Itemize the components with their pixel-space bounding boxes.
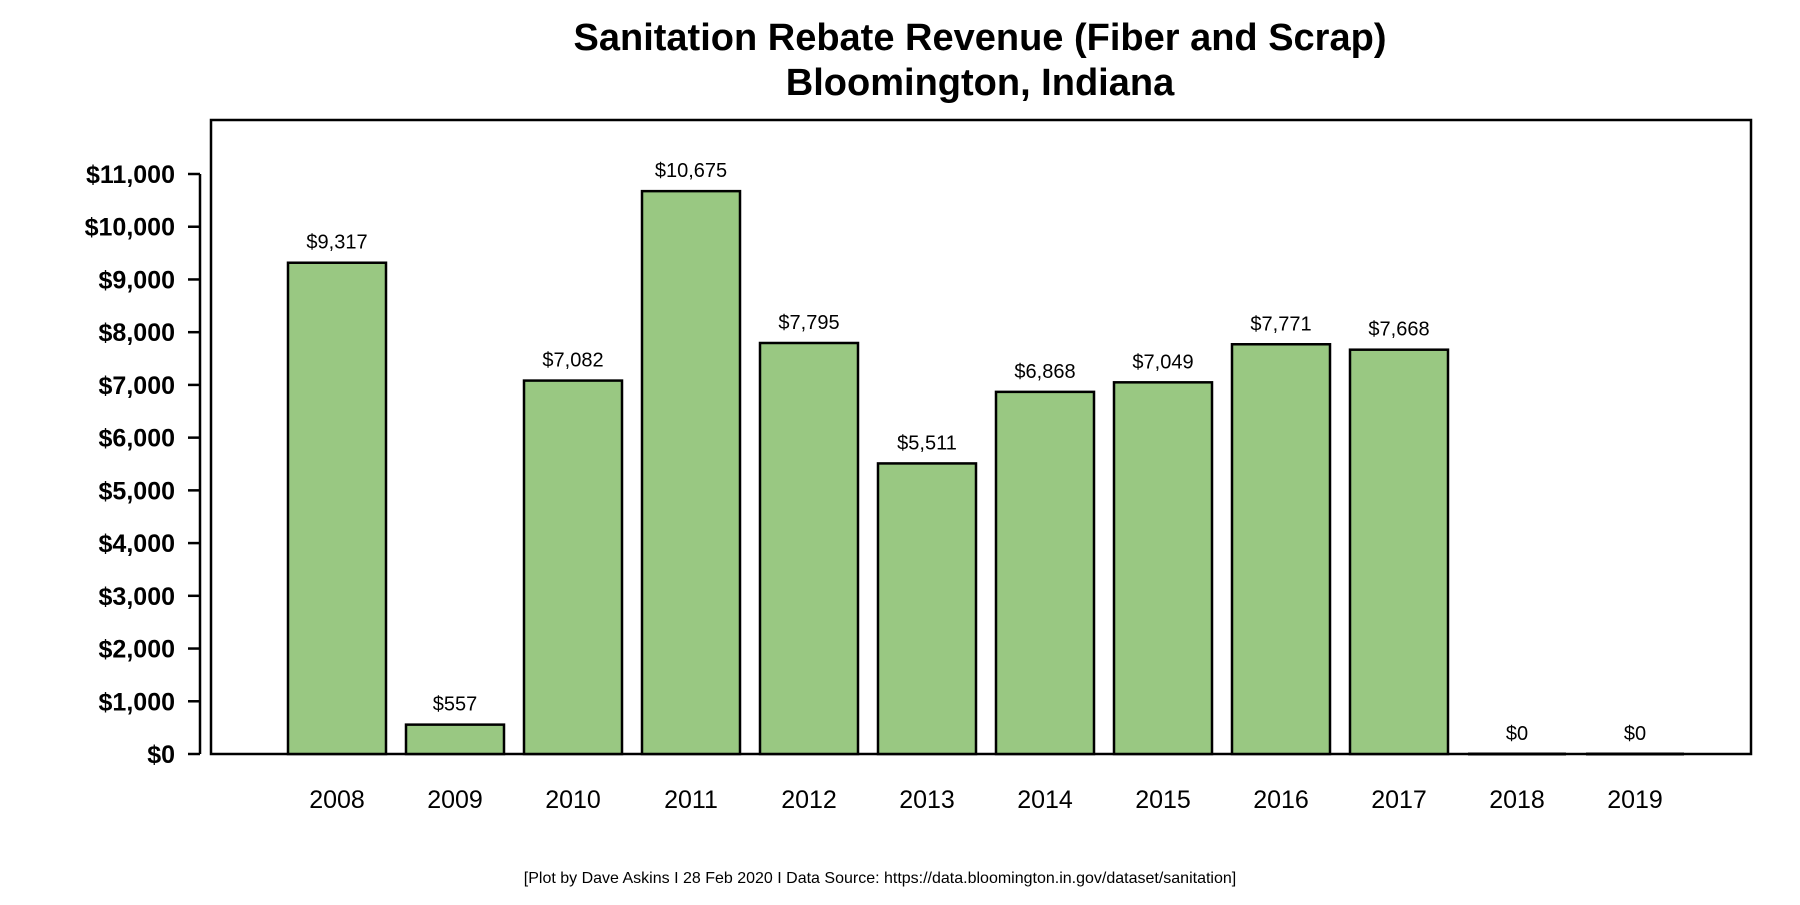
bar-2009 xyxy=(404,723,506,756)
y-tick-label: $2,000 xyxy=(99,636,175,664)
data-label-2014: $6,868 xyxy=(1014,361,1075,383)
data-label-2011: $10,675 xyxy=(655,160,727,182)
y-tick-label: $11,000 xyxy=(86,161,175,189)
x-tick-label-2011: 2011 xyxy=(664,786,718,814)
y-tick-label: $5,000 xyxy=(99,477,175,505)
y-tick-label: $1,000 xyxy=(99,688,175,716)
x-tick-label-2013: 2013 xyxy=(899,786,955,814)
data-label-2008: $9,317 xyxy=(306,232,367,254)
data-label-2010: $7,082 xyxy=(542,350,603,372)
chart-subtitle: Bloomington, Indiana xyxy=(786,62,1175,104)
y-tick-label: $0 xyxy=(147,741,175,769)
bar-2014 xyxy=(994,390,1096,756)
data-label-2017: $7,668 xyxy=(1368,319,1429,341)
data-label-2009: $557 xyxy=(433,694,478,716)
plot-frame xyxy=(209,118,1753,756)
bar-2011 xyxy=(640,189,742,756)
data-label-2018: $0 xyxy=(1506,723,1528,745)
x-tick-label-2014: 2014 xyxy=(1017,786,1073,814)
y-tick-label: $9,000 xyxy=(99,266,175,294)
x-tick-label-2009: 2009 xyxy=(427,786,483,814)
y-tick-label: $4,000 xyxy=(99,530,175,558)
y-tick-label: $6,000 xyxy=(99,425,175,453)
x-tick-label-2016: 2016 xyxy=(1253,786,1309,814)
bar-2016 xyxy=(1230,343,1332,756)
bar-2012 xyxy=(758,341,860,756)
bar-2013 xyxy=(876,462,978,756)
bars-group xyxy=(286,189,1684,756)
y-tick-label: $3,000 xyxy=(99,583,175,611)
y-tick-label: $8,000 xyxy=(99,319,175,347)
x-tick-label-2010: 2010 xyxy=(545,786,601,814)
data-label-2019: $0 xyxy=(1624,723,1646,745)
x-tick-label-2017: 2017 xyxy=(1371,786,1427,814)
bar-2015 xyxy=(1112,381,1214,756)
x-tick-label-2018: 2018 xyxy=(1489,786,1545,814)
bar-2017 xyxy=(1348,348,1450,756)
data-label-2015: $7,049 xyxy=(1132,351,1193,373)
data-label-2016: $7,771 xyxy=(1250,313,1311,335)
data-labels-group: $9,317 $557 $7,082 $10,675 $7,795 $5,511 $6,86… xyxy=(306,160,1646,745)
data-label-2013: $5,511 xyxy=(897,432,957,454)
data-label-2012: $7,795 xyxy=(778,312,839,334)
x-tick-label-2015: 2015 xyxy=(1135,786,1191,814)
y-tick-label: $10,000 xyxy=(85,214,175,242)
x-tick-label-2019: 2019 xyxy=(1607,786,1663,814)
x-tick-label-2008: 2008 xyxy=(309,786,365,814)
x-tick-labels-group: 2008 2009 2010 2011 2012 2013 2014 2015 2016 2017… xyxy=(309,786,1663,814)
y-tick-label: $7,000 xyxy=(99,372,175,400)
chart-caption: [Plot by Dave Askins I 28 Feb 2020 I Dat… xyxy=(524,870,1236,887)
chart-title: Sanitation Rebate Revenue (Fiber and Scr… xyxy=(574,17,1387,59)
x-tick-label-2012: 2012 xyxy=(781,786,837,814)
bar-2010 xyxy=(522,379,624,756)
bar-2008 xyxy=(286,261,388,756)
y-axis: $0 $1,000 $2,000 $3,000 $4,000 $5,000 $6,000 $7… xyxy=(85,161,202,769)
